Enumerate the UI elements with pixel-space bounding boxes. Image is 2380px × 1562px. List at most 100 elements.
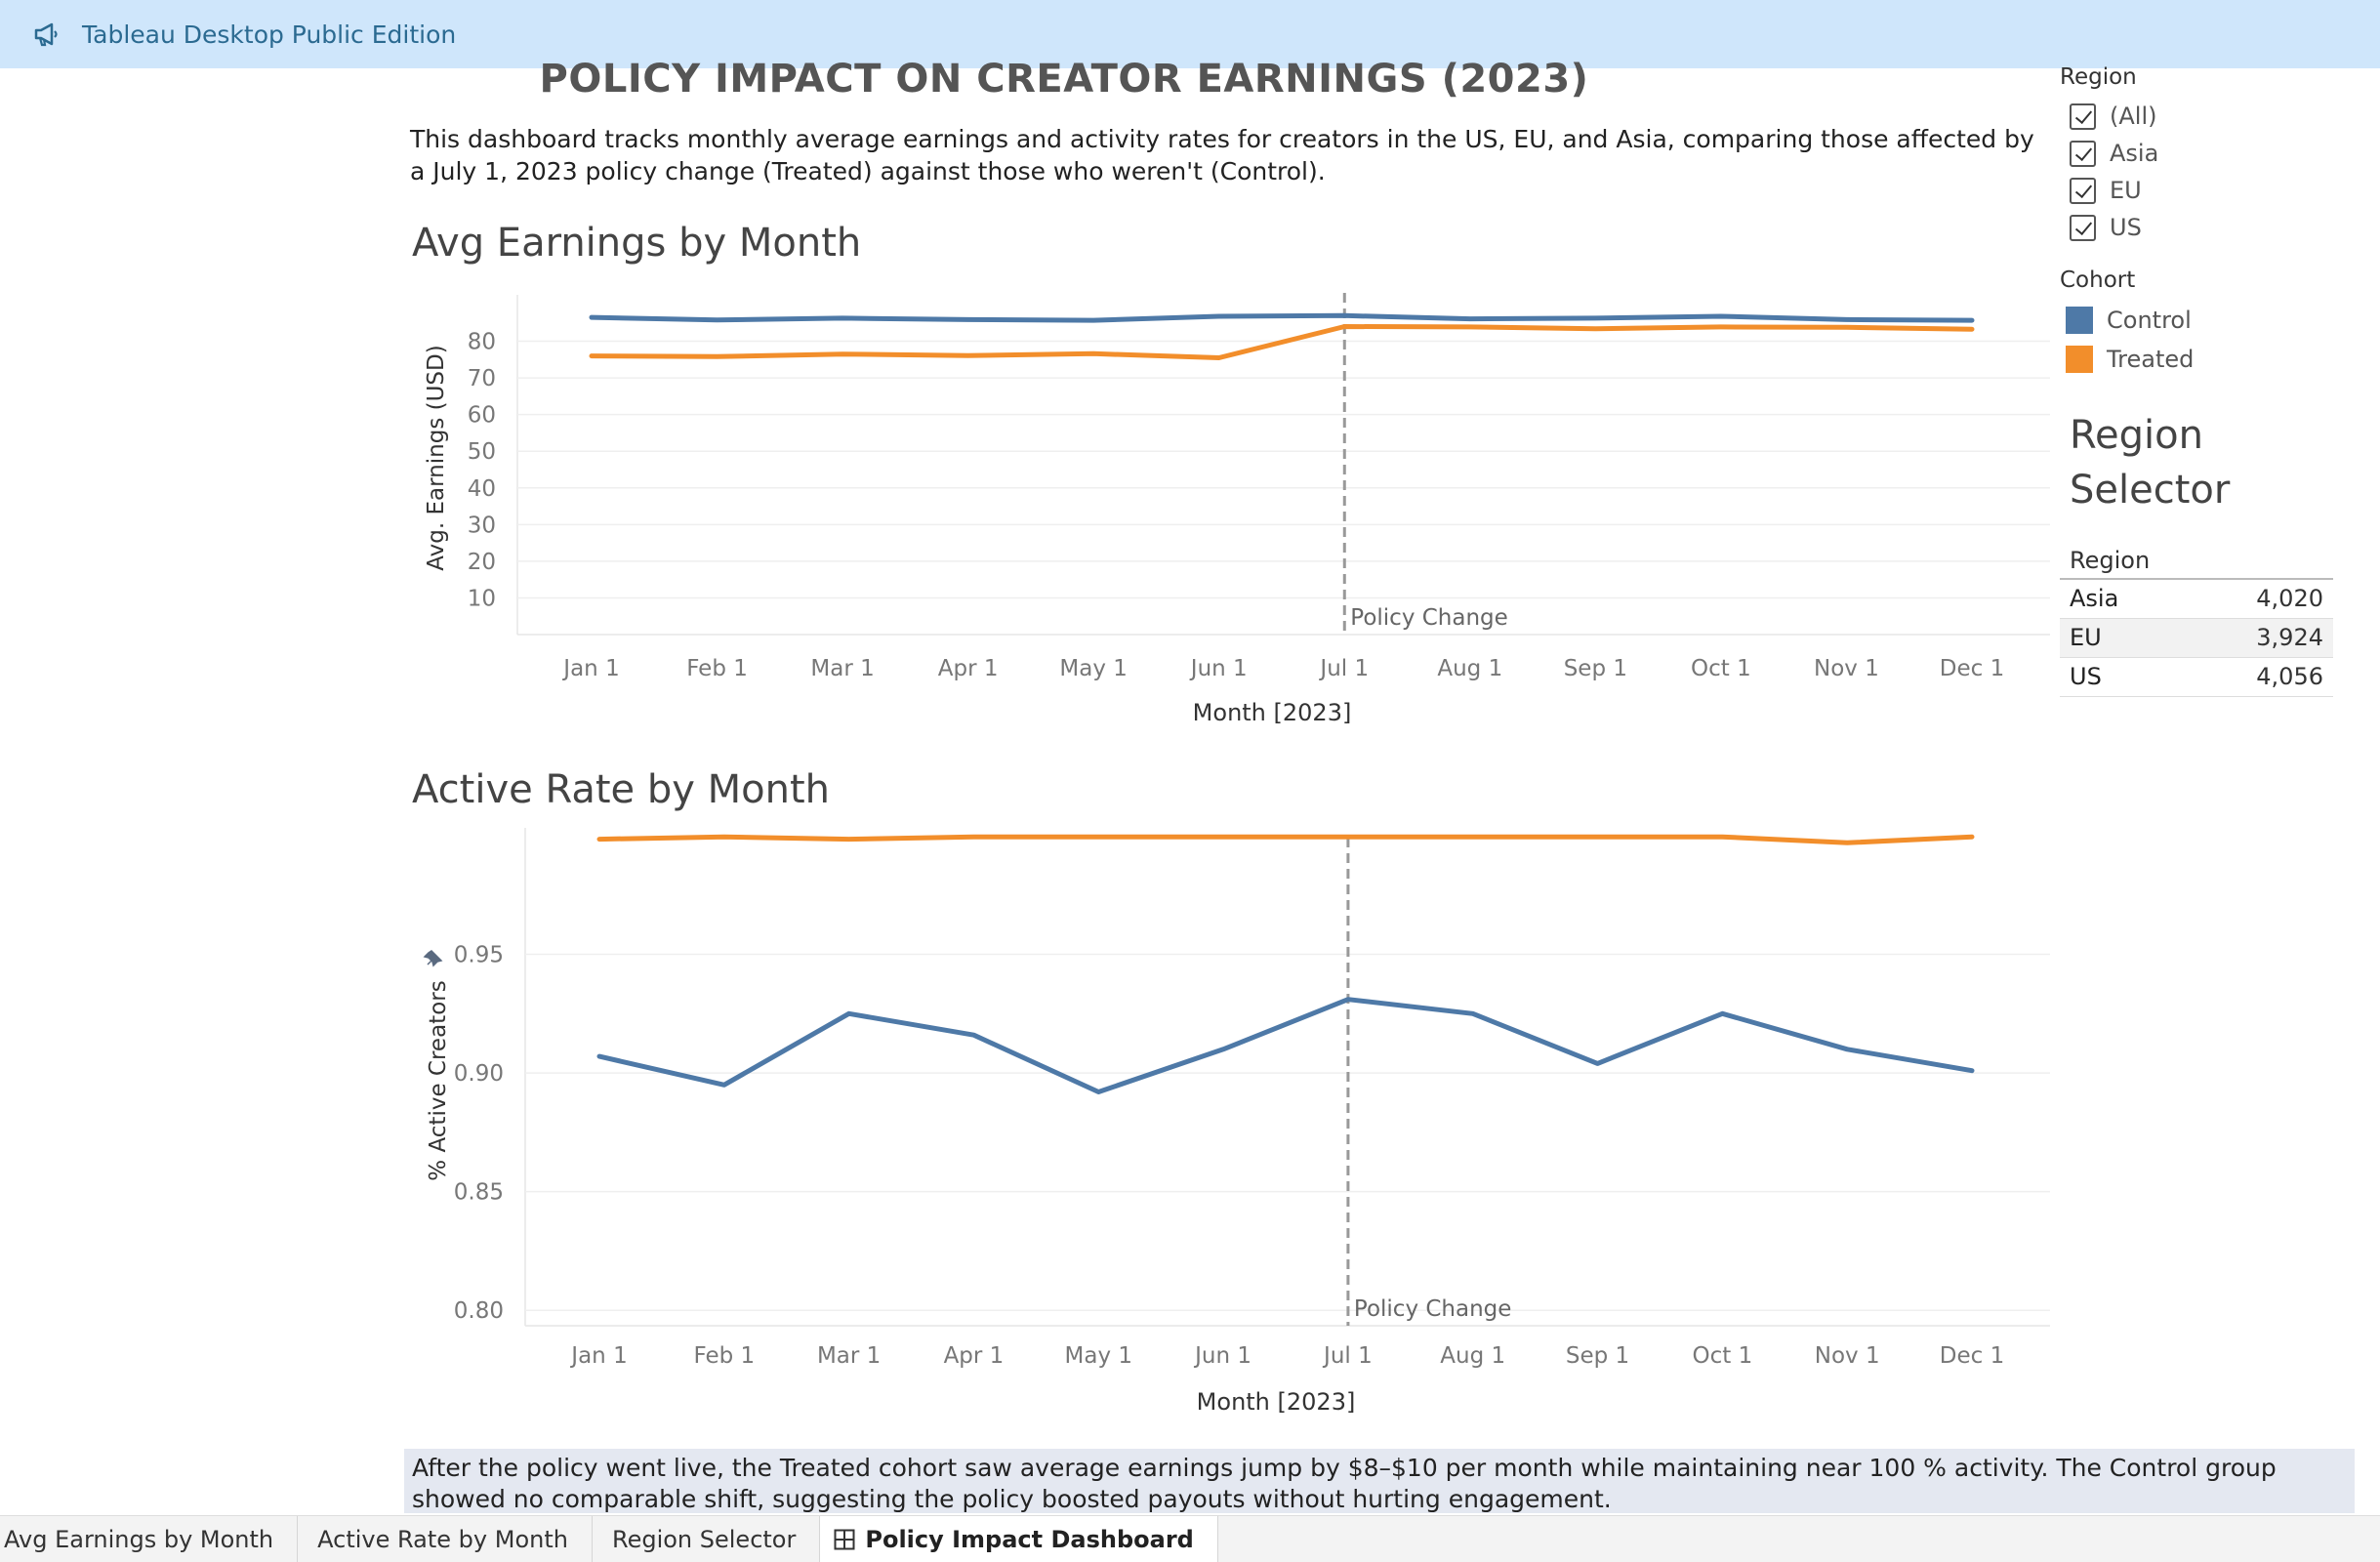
x-tick-label: Jul 1 — [1322, 1343, 1373, 1369]
filter-item-label: US — [2110, 214, 2142, 241]
region-cell[interactable]: EU — [2060, 618, 2206, 658]
x-tick-label: Sep 1 — [1566, 1343, 1629, 1369]
value-cell: 3,924 — [2205, 618, 2333, 658]
x-tick-label: Jun 1 — [1189, 656, 1248, 681]
pin-shape — [423, 950, 443, 967]
earnings-chart-title: Avg Earnings by Month — [412, 221, 862, 266]
x-tick-label: Dec 1 — [1940, 1343, 2004, 1369]
y-tick-label: 0.95 — [454, 943, 504, 968]
x-tick-label: Jan 1 — [561, 656, 619, 681]
tab-avg-earnings[interactable]: Avg Earnings by Month — [0, 1516, 299, 1562]
y-tick-label: 10 — [468, 586, 496, 611]
active-rate-chart[interactable]: 0.80 0.85 0.90 0.95 Jan 1 Feb 1 Mar 1 Apr 1 May … — [410, 826, 2050, 1425]
y-tick-label: 0.80 — [454, 1298, 504, 1324]
tab-label: Region Selector — [611, 1525, 797, 1553]
tab-policy-impact-dashboard[interactable]: Policy Impact Dashboard — [820, 1516, 1218, 1562]
table-row[interactable]: US 4,056 — [2060, 657, 2333, 697]
pin-icon — [423, 950, 443, 967]
x-axis-title: Month [2023] — [1197, 1388, 1356, 1416]
y-tick-label: 70 — [468, 366, 496, 391]
x-tick-label: Nov 1 — [1814, 656, 1879, 681]
series-line-treated — [596, 834, 1975, 845]
x-tick-label: Dec 1 — [1940, 656, 2004, 681]
table-row[interactable]: Asia 4,020 — [2060, 579, 2333, 619]
table-row[interactable]: EU 3,924 — [2060, 618, 2333, 658]
tab-active-rate[interactable]: Active Rate by Month — [298, 1516, 593, 1562]
x-tick-label: Aug 1 — [1440, 1343, 1505, 1369]
region-filter: (All) Asia EU US — [2060, 98, 2353, 246]
legend-item-label: Treated — [2107, 346, 2195, 373]
control-swatch-icon — [2066, 307, 2093, 334]
sheet-tabs: Avg Earnings by Month Active Rate by Mon… — [0, 1515, 2380, 1562]
legend-item-treated[interactable]: Treated — [2066, 340, 2353, 379]
x-tick-label: Jun 1 — [1193, 1343, 1252, 1369]
series-line-control — [589, 312, 1975, 323]
y-tick-label: 20 — [468, 550, 496, 575]
column-header-blank — [2205, 543, 2333, 580]
cohort-legend-title: Cohort — [2060, 267, 2136, 293]
x-tick-label: Feb 1 — [693, 1343, 755, 1369]
filter-item-label: Asia — [2110, 140, 2159, 167]
x-tick-label: Oct 1 — [1691, 656, 1751, 681]
checkbox-icon[interactable] — [2070, 214, 2096, 241]
x-tick-label: Jul 1 — [1318, 656, 1369, 681]
x-tick-label: Apr 1 — [944, 1343, 1005, 1369]
region-filter-asia[interactable]: Asia — [2070, 135, 2353, 172]
value-cell: 4,020 — [2205, 579, 2333, 619]
value-cell: 4,056 — [2205, 657, 2333, 697]
region-selector-title: Region Selector — [2070, 413, 2231, 513]
region-filter-eu[interactable]: EU — [2070, 172, 2353, 209]
megaphone-icon[interactable] — [29, 17, 64, 52]
region-filter-title: Region — [2060, 64, 2137, 90]
tab-label: Active Rate by Month — [317, 1525, 568, 1553]
x-tick-label: Aug 1 — [1437, 656, 1502, 681]
y-tick-label: 80 — [468, 330, 496, 355]
dashboard-grid-icon — [834, 1529, 855, 1550]
filter-item-label: (All) — [2110, 103, 2157, 130]
series-line-treated — [589, 324, 1975, 360]
x-tick-label: Apr 1 — [938, 656, 999, 681]
x-tick-label: Mar 1 — [817, 1343, 881, 1369]
x-tick-label: May 1 — [1059, 656, 1128, 681]
y-tick-label: 30 — [468, 513, 496, 538]
policy-change-label: Policy Change — [1350, 605, 1508, 631]
cohort-legend: Control Treated — [2060, 301, 2353, 379]
checkbox-icon[interactable] — [2070, 140, 2096, 167]
x-tick-label: Nov 1 — [1815, 1343, 1880, 1369]
active-rate-chart-title: Active Rate by Month — [412, 767, 831, 812]
y-tick-label: 40 — [468, 476, 496, 502]
x-tick-label: May 1 — [1065, 1343, 1133, 1369]
side-panel: Region (All) Asia EU US Cohort Control T… — [2060, 64, 2353, 697]
app-header-bar: Tableau Desktop Public Edition — [0, 0, 2380, 68]
region-cell[interactable]: US — [2060, 657, 2206, 697]
region-selector-table: Region Asia 4,020 EU 3,924 US 4,056 — [2060, 543, 2333, 697]
y-tick-label: 50 — [468, 439, 496, 465]
x-axis-title: Month [2023] — [1193, 699, 1352, 726]
x-tick-label: Feb 1 — [686, 656, 748, 681]
checkbox-icon[interactable] — [2070, 103, 2096, 130]
treated-swatch-icon — [2066, 346, 2093, 373]
y-tick-label: 0.90 — [454, 1061, 504, 1087]
x-tick-label: Jan 1 — [569, 1343, 627, 1369]
tab-label: Avg Earnings by Month — [4, 1525, 274, 1553]
x-tick-label: Oct 1 — [1693, 1343, 1753, 1369]
tab-region-selector[interactable]: Region Selector — [593, 1516, 821, 1562]
filter-item-label: EU — [2110, 177, 2142, 204]
x-tick-label: Mar 1 — [810, 656, 874, 681]
x-tick-label: Sep 1 — [1564, 656, 1627, 681]
legend-item-control[interactable]: Control — [2066, 301, 2353, 340]
y-axis-title: Avg. Earnings (USD) — [424, 345, 449, 570]
series-line-control — [596, 997, 1975, 1094]
y-tick-label: 60 — [468, 403, 496, 429]
region-filter-all[interactable]: (All) — [2070, 98, 2353, 135]
checkbox-icon[interactable] — [2070, 177, 2096, 204]
policy-change-label: Policy Change — [1354, 1296, 1512, 1322]
app-title: Tableau Desktop Public Edition — [82, 20, 457, 49]
column-header[interactable]: Region — [2060, 543, 2206, 580]
conclusion-text: After the policy went live, the Treated … — [404, 1449, 2355, 1513]
earnings-chart[interactable]: 10 20 30 40 50 60 70 80 Jan 1 Feb 1 Mar 1 Apr 1 May … — [410, 283, 2050, 742]
region-cell[interactable]: Asia — [2060, 579, 2206, 619]
y-axis-title: % Active Creators — [426, 980, 451, 1180]
y-tick-label: 0.85 — [454, 1180, 504, 1206]
region-filter-us[interactable]: US — [2070, 209, 2353, 246]
